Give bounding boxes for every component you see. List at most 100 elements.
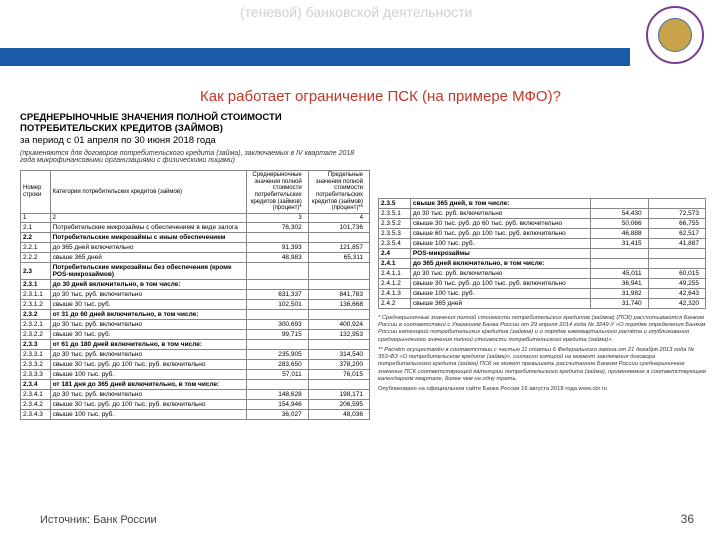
- table-row: 2.3.5.2свыше 30 тыс. руб. до 60 тыс. руб…: [379, 219, 706, 229]
- doc-title: СРЕДНЕРЫНОЧНЫЕ ЗНАЧЕНИЯ ПОЛНОЙ СТОИМОСТИ…: [20, 112, 370, 146]
- cell: до 30 тыс. руб. включительно: [50, 390, 247, 400]
- cell: свыше 30 тыс. руб. до 100 тыс. руб. вклю…: [410, 279, 590, 289]
- table-row: 2.3.3.2свыше 30 тыс. руб. до 100 тыс. ру…: [21, 360, 370, 370]
- cell: [247, 340, 309, 350]
- table-row: 2.3.1.1до 30 тыс. руб. включительно631,3…: [21, 290, 370, 300]
- cell: свыше 365 дней: [410, 299, 590, 309]
- table-row: 2.3.4.1до 30 тыс. руб. включительно148,6…: [21, 390, 370, 400]
- cell: 148,628: [247, 390, 309, 400]
- cell: [648, 249, 705, 259]
- cell: 31,982: [591, 289, 648, 299]
- ln-3: 3: [247, 213, 309, 223]
- cell: [591, 249, 648, 259]
- table-row: 2.4.1.2свыше 30 тыс. руб. до 100 тыс. ру…: [379, 279, 706, 289]
- table-row: 2.3.4от 181 дня до 365 дней включительно…: [21, 380, 370, 390]
- page-number: 36: [681, 512, 694, 526]
- footnotes: * Среднерыночные значения полной стоимос…: [378, 315, 706, 393]
- table-row: 2.3.3.3свыше 100 тыс. руб.57,01176,015: [21, 370, 370, 380]
- cell: свыше 30 тыс. руб. до 100 тыс. руб. вклю…: [50, 400, 247, 410]
- cell: 132,953: [308, 330, 369, 340]
- cell: 2.4.1.1: [379, 269, 411, 279]
- lh-4: Предельные значения полной стоимости пот…: [308, 171, 369, 214]
- cell: 2.3: [21, 263, 51, 280]
- blue-divider: [0, 48, 630, 66]
- table-row: 2.3.1.2свыше 30 тыс. руб.102,501136,668: [21, 300, 370, 310]
- cell: 102,501: [247, 300, 309, 310]
- cell: 60,015: [648, 269, 705, 279]
- cell: 41,887: [648, 239, 705, 249]
- table-row: 2.3.5.1до 30 тыс. руб. включительно54,43…: [379, 209, 706, 219]
- cell: 400,924: [308, 320, 369, 330]
- cell: свыше 100 тыс. руб.: [410, 289, 590, 299]
- cell: свыше 30 тыс. руб. до 100 тыс. руб. вклю…: [50, 360, 247, 370]
- cell: [308, 233, 369, 243]
- cell: 2.3.5.1: [379, 209, 411, 219]
- table-row: 2.3.5свыше 365 дней, в том числе:: [379, 199, 706, 209]
- cell: 136,668: [308, 300, 369, 310]
- cell: 2.3.4.3: [21, 410, 51, 420]
- cell: 31,740: [591, 299, 648, 309]
- cell: [247, 310, 309, 320]
- cell: 46,888: [591, 229, 648, 239]
- table-row: 2.3Потребительские микрозаймы без обеспе…: [21, 263, 370, 280]
- university-logo: [646, 6, 704, 64]
- table-row: 2.3.3.1до 30 тыс. руб. включительно235,9…: [21, 350, 370, 360]
- cell: 378,200: [308, 360, 369, 370]
- cell: до 365 дней включительно, в том числе:: [410, 259, 590, 269]
- cell: 300,693: [247, 320, 309, 330]
- table-row: 2.2.2свыше 365 дней48,98365,311: [21, 253, 370, 263]
- cell: 2.3.5.3: [379, 229, 411, 239]
- left-document: СРЕДНЕРЫНОЧНЫЕ ЗНАЧЕНИЯ ПОЛНОЙ СТОИМОСТИ…: [20, 112, 370, 420]
- cell: 50,066: [591, 219, 648, 229]
- cell: POS-микрозаймы: [410, 249, 590, 259]
- cell: 2.3.5: [379, 199, 411, 209]
- cell: 2.4.1.2: [379, 279, 411, 289]
- cell: от 61 до 180 дней включительно, в том чи…: [50, 340, 247, 350]
- doc-title-l1: СРЕДНЕРЫНОЧНЫЕ ЗНАЧЕНИЯ ПОЛНОЙ СТОИМОСТИ: [20, 112, 282, 123]
- cell: 235,905: [247, 350, 309, 360]
- cell: до 365 дней включительно: [50, 243, 247, 253]
- cell: 57,011: [247, 370, 309, 380]
- footnote-pub: Опубликовано на официальном сайте Банка …: [378, 386, 706, 393]
- cell: [247, 280, 309, 290]
- cell: 101,736: [308, 223, 369, 233]
- cell: [591, 259, 648, 269]
- cell: 2.3.4: [21, 380, 51, 390]
- table-row: 2.2.1до 365 дней включительно91,393121,8…: [21, 243, 370, 253]
- cell: 2.3.3.1: [21, 350, 51, 360]
- cell: 48,983: [247, 253, 309, 263]
- ln-1: 1: [21, 213, 51, 223]
- cell: 2.2.2: [21, 253, 51, 263]
- cell: 2.4.1.3: [379, 289, 411, 299]
- cell: 121,857: [308, 243, 369, 253]
- cell: от 31 до 60 дней включительно, в том чис…: [50, 310, 247, 320]
- cell: [308, 280, 369, 290]
- cell: 2.3.1.1: [21, 290, 51, 300]
- cell: 36,027: [247, 410, 309, 420]
- table-row: 2.4.1.1до 30 тыс. руб. включительно45,01…: [379, 269, 706, 279]
- cell: 2.3.5.4: [379, 239, 411, 249]
- cell: 283,650: [247, 360, 309, 370]
- right-document: 2.3.5свыше 365 дней, в том числе:2.3.5.1…: [378, 198, 706, 396]
- cell: до 30 тыс. руб. включительно: [410, 269, 590, 279]
- table-row: 2.3.4.3свыше 100 тыс. руб.36,02748,036: [21, 410, 370, 420]
- table-row: 2.3.2.1до 30 тыс. руб. включительно300,6…: [21, 320, 370, 330]
- table-row: 2.3.1до 30 дней включительно, в том числ…: [21, 280, 370, 290]
- table-row: 2.4POS-микрозаймы: [379, 249, 706, 259]
- ln-2: 2: [50, 213, 247, 223]
- cell: 42,643: [648, 289, 705, 299]
- cell: 31,415: [591, 239, 648, 249]
- cell: до 30 тыс. руб. включительно: [50, 320, 247, 330]
- cell: Потребительские микрозаймы с иным обеспе…: [50, 233, 247, 243]
- cell: [308, 263, 369, 280]
- cell: 2.2.1: [21, 243, 51, 253]
- cell: [247, 263, 309, 280]
- table-row: 2.2Потребительские микрозаймы с иным обе…: [21, 233, 370, 243]
- cell: 2.3.5.2: [379, 219, 411, 229]
- cell: свыше 100 тыс. руб.: [410, 239, 590, 249]
- table-row: 2.3.2от 31 до 60 дней включительно, в то…: [21, 310, 370, 320]
- cell: 99,715: [247, 330, 309, 340]
- cell: свыше 30 тыс. руб. до 60 тыс. руб. включ…: [410, 219, 590, 229]
- cell: 42,320: [648, 299, 705, 309]
- cell: 2.3.1.2: [21, 300, 51, 310]
